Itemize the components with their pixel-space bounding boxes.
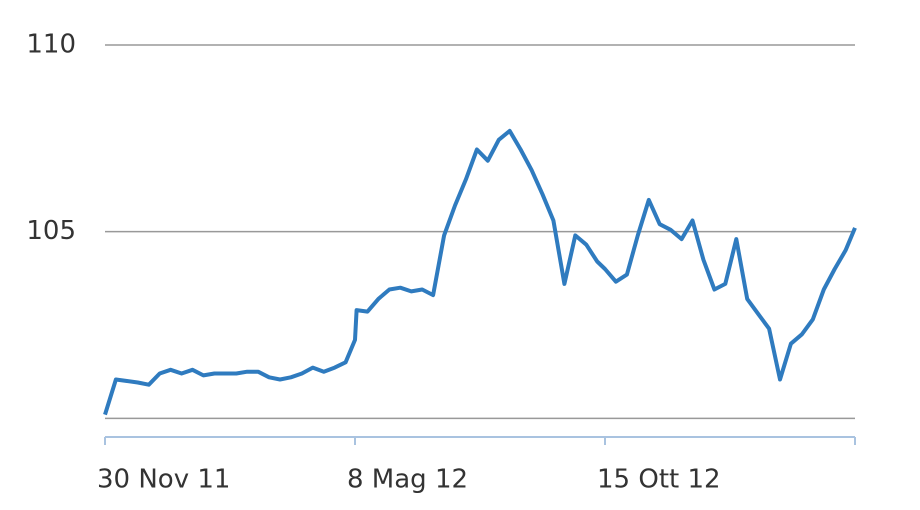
y-tick-label: 110 [26, 30, 76, 60]
x-tick-label: 15 Ott 12 [597, 465, 721, 495]
x-tick-label: 8 Mag 12 [347, 465, 468, 495]
y-tick-label: 105 [26, 216, 76, 246]
x-tick-label: 30 Nov 11 [97, 465, 230, 495]
price-line [103, 128, 857, 416]
